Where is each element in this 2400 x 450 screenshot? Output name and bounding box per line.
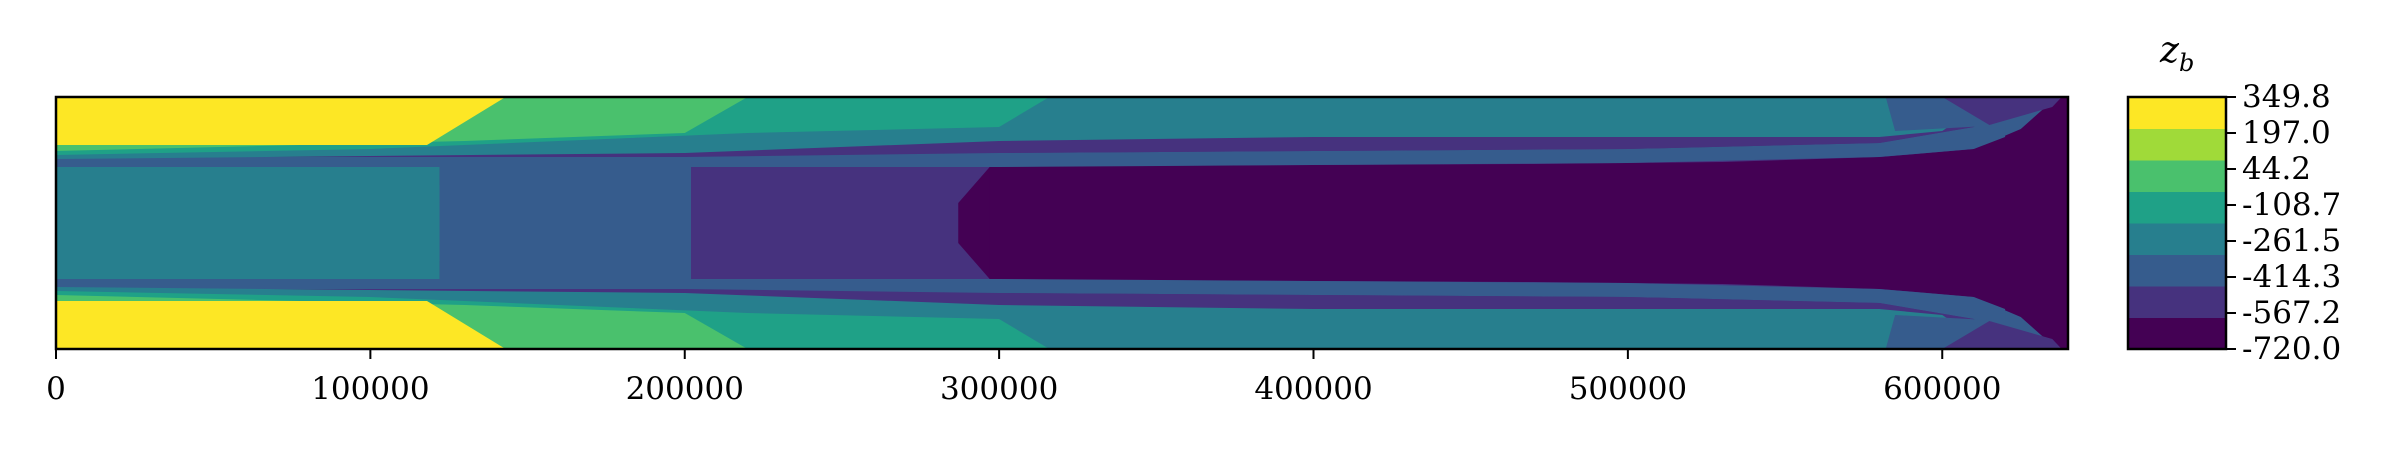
- colorbar-band: [2128, 317, 2226, 350]
- x-tick-label: 0: [46, 371, 66, 407]
- colorbar-band: [2128, 191, 2226, 224]
- band-fill: [989, 97, 2068, 349]
- colorbar-tick-label: 349.8: [2242, 79, 2331, 115]
- band-fill: [56, 97, 506, 145]
- colorbar-title-main: z: [2159, 30, 2180, 71]
- band-fill: [439, 167, 505, 279]
- band-fill: [999, 123, 1974, 153]
- colorbar-ticks: 349.8197.044.2-108.7-261.5-414.3-567.2-7…: [2226, 79, 2341, 367]
- colorbar-band: [2128, 160, 2226, 192]
- colorbar-tick-label: -567.2: [2242, 295, 2341, 331]
- colorbar-tick-label: 197.0: [2242, 115, 2331, 151]
- band-fill: [56, 279, 2006, 333]
- colorbar-band: [2128, 254, 2226, 287]
- colorbar-tick-label: -108.7: [2242, 187, 2341, 223]
- colorbar-frame: [2126, 95, 2228, 351]
- x-tick-label: 400000: [1254, 371, 1372, 407]
- x-tick-label: 100000: [311, 371, 429, 407]
- colorbar-tick-label: -414.3: [2242, 259, 2341, 295]
- colorbar-tick-label: -720.0: [2242, 331, 2341, 367]
- plot-area: [56, 97, 2068, 349]
- x-axis: 0 100000 200000 300000 400000 500000 600000: [46, 349, 2001, 407]
- x-tick-label: 600000: [1883, 371, 2001, 407]
- colorbar-band: [2128, 128, 2226, 161]
- band-fill: [691, 167, 959, 279]
- colorbar-band: [2128, 286, 2226, 318]
- band-fill: [691, 167, 757, 279]
- colorbar-tick-label: -261.5: [2242, 223, 2341, 259]
- band-fill: [56, 301, 506, 349]
- colorbar-tick-label: 44.2: [2242, 151, 2311, 187]
- plot-frame: [54, 95, 2070, 351]
- band-fill: [999, 293, 1974, 323]
- x-tick-label: 200000: [626, 371, 744, 407]
- band-fill: [56, 113, 2006, 167]
- colorbar-title: zb: [2159, 30, 2194, 77]
- x-tick-label: 300000: [940, 371, 1058, 407]
- colorbar-bands: [2128, 97, 2226, 350]
- band-fill: [1942, 321, 2062, 349]
- band-fill: [56, 167, 440, 279]
- colorbar-title-sub: b: [2179, 49, 2194, 77]
- band-fill: [1942, 97, 2062, 125]
- colorbar: 349.8197.044.2-108.7-261.5-414.3-567.2-7…: [2126, 30, 2341, 367]
- colorbar-band: [2128, 97, 2226, 129]
- colorbar-band: [2128, 223, 2226, 255]
- x-tick-label: 500000: [1569, 371, 1687, 407]
